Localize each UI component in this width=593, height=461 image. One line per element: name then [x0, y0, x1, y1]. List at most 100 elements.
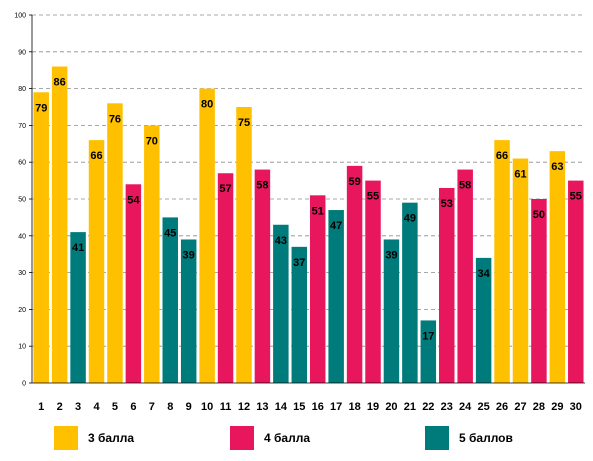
- data-label: 66: [90, 150, 102, 162]
- bar: [291, 246, 308, 383]
- y-axis: 0 10 20 30 40 50 60 70 80 90 100: [14, 13, 33, 388]
- legend-swatch-3: [54, 426, 78, 450]
- data-label: 41: [72, 242, 84, 254]
- x-tick-label: 2: [57, 401, 63, 413]
- data-label: 53: [441, 198, 453, 210]
- x-tick-label: 16: [312, 401, 324, 413]
- x-tick-label: 29: [551, 401, 563, 413]
- data-label: 17: [422, 330, 434, 342]
- bar: [328, 210, 344, 383]
- bar: [254, 169, 271, 383]
- data-label: 80: [201, 99, 213, 111]
- x-tick-label: 22: [422, 401, 434, 413]
- y-tick-label: 10: [18, 344, 26, 351]
- data-label: 50: [533, 209, 545, 221]
- x-tick-label: 4: [93, 401, 100, 413]
- bars: [33, 66, 584, 384]
- bar: [180, 239, 197, 383]
- legend-label-5: 5 баллов: [459, 431, 513, 445]
- x-tick-label: 28: [533, 401, 545, 413]
- bar: [51, 66, 68, 384]
- x-tick-label: 6: [130, 401, 136, 413]
- data-label: 51: [312, 205, 324, 217]
- x-tick-label: 12: [238, 401, 250, 413]
- bar: [346, 165, 363, 383]
- gridlines: [32, 14, 585, 347]
- bar: [568, 180, 584, 383]
- legend-item-3: 3 балла: [54, 426, 134, 450]
- bar: [512, 158, 529, 383]
- y-tick-label: 80: [18, 86, 26, 93]
- x-tick-label: 15: [293, 401, 305, 413]
- x-tick-label: 9: [186, 401, 192, 413]
- x-tick-label: 20: [385, 401, 397, 413]
- x-tick-label: 3: [75, 401, 81, 413]
- x-tick-label: 1: [38, 401, 44, 413]
- data-label: 55: [570, 191, 582, 203]
- data-label: 76: [109, 113, 121, 125]
- y-tick-label: 20: [18, 307, 26, 314]
- x-tick-label: 30: [570, 401, 582, 413]
- bar: [457, 169, 473, 383]
- y-tick-label: 50: [18, 197, 26, 204]
- x-tick-label: 24: [459, 401, 472, 413]
- data-label: 47: [330, 220, 342, 232]
- data-label: 58: [256, 180, 268, 192]
- data-labels: 79 86 41 66 76 54 70 45 39 80 57 75 58 43 37 51 47 59 55 39…: [35, 77, 582, 343]
- data-label: 55: [367, 191, 379, 203]
- y-tick-label: 0: [22, 381, 26, 388]
- bar: [70, 232, 86, 383]
- data-label: 43: [275, 235, 287, 247]
- x-tick-label: 25: [477, 401, 489, 413]
- data-label: 34: [477, 268, 490, 280]
- y-tick-label: 60: [18, 160, 26, 167]
- bar: [273, 224, 289, 383]
- bar: [531, 199, 547, 383]
- bar: [217, 173, 234, 383]
- bar: [236, 107, 252, 383]
- data-label: 86: [54, 77, 66, 89]
- bar: [33, 92, 49, 383]
- data-label: 58: [459, 180, 471, 192]
- data-label: 63: [551, 161, 563, 173]
- bar: [420, 320, 437, 383]
- bar: [162, 217, 178, 383]
- x-tick-label: 18: [348, 401, 360, 413]
- legend-label-3: 3 балла: [88, 431, 135, 445]
- data-label: 39: [183, 249, 195, 261]
- x-tick-label: 23: [441, 401, 453, 413]
- legend-swatch-4: [230, 426, 254, 450]
- x-tick-label: 14: [275, 401, 288, 413]
- y-tick-label: 30: [18, 270, 26, 277]
- data-label: 79: [35, 102, 47, 114]
- bar: [107, 103, 123, 383]
- bar: [88, 140, 105, 383]
- x-tick-label: 19: [367, 401, 379, 413]
- legend-label-4: 4 балла: [264, 431, 311, 445]
- bar: [144, 125, 160, 384]
- y-tick-label: 70: [18, 123, 26, 130]
- bar: [125, 184, 142, 383]
- legend-item-5: 5 баллов: [425, 426, 513, 450]
- data-label: 37: [293, 257, 305, 269]
- bar: [439, 187, 455, 383]
- bar: [383, 239, 400, 383]
- y-tick-label: 100: [14, 13, 26, 20]
- x-axis: 1 2 3 4 5 6 7 8 9 10 11 12 13 14 15 16 17 18 19 20 21 22 23 24 2…: [32, 382, 585, 413]
- y-tick-label: 90: [18, 49, 26, 56]
- x-tick-label: 27: [514, 401, 526, 413]
- x-tick-label: 21: [404, 401, 416, 413]
- bar: [365, 180, 381, 383]
- x-tick-label: 26: [496, 401, 508, 413]
- x-tick-label: 7: [149, 401, 155, 413]
- legend-swatch-5: [425, 426, 449, 450]
- bar: [549, 151, 566, 383]
- bar: [402, 202, 418, 383]
- bar: [494, 140, 510, 383]
- y-tick-label: 40: [18, 233, 26, 240]
- legend-item-4: 4 балла: [230, 426, 310, 450]
- bar: [309, 195, 326, 383]
- data-label: 57: [219, 183, 231, 195]
- data-label: 66: [496, 150, 508, 162]
